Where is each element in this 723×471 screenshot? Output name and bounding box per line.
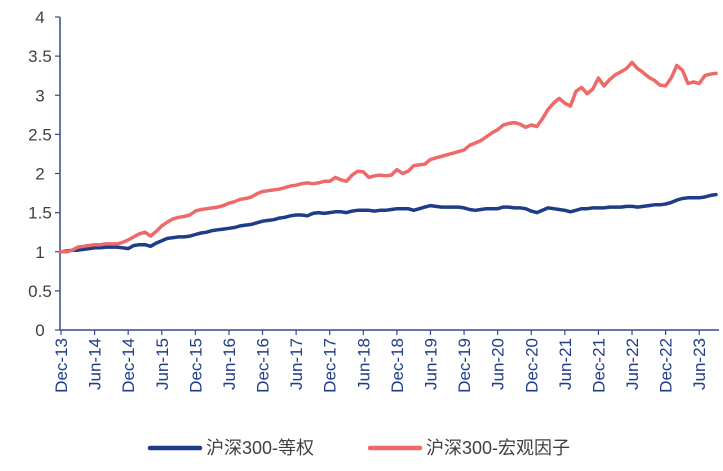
legend-label-macro-factor: 沪深300-宏观因子 [426, 438, 570, 458]
plot-area [59, 60, 718, 254]
x-tick-label: Dec-19 [455, 338, 474, 393]
x-tick-label: Dec-22 [657, 338, 676, 393]
x-tick-label: Jun-18 [354, 338, 373, 390]
x-tick-label: Dec-21 [589, 338, 608, 393]
y-tick-label: 3 [35, 86, 44, 105]
y-tick-label: 0.5 [28, 282, 52, 301]
x-tick-label: Jun-16 [220, 338, 239, 390]
x-tick-label: Dec-18 [388, 338, 407, 393]
x-tick-label: Dec-20 [522, 338, 541, 393]
x-tick-label: Jun-14 [86, 338, 105, 390]
x-tick-label: Dec-13 [52, 338, 71, 393]
x-tick-label: Jun-15 [153, 338, 172, 390]
x-tick-label: Dec-14 [119, 338, 138, 393]
legend-label-equal-weight: 沪深300-等权 [206, 438, 314, 458]
x-tick-label: Jun-21 [556, 338, 575, 390]
x-tick-label: Jun-19 [421, 338, 440, 390]
y-tick-label: 1 [35, 243, 44, 262]
series-line-equal-weight [59, 192, 718, 254]
y-tick-label: 0 [35, 321, 44, 340]
x-tick-label: Jun-17 [287, 338, 306, 390]
x-tick-label: Jun-22 [623, 338, 642, 390]
y-axis: 0 0.5 1 1.5 2 2.5 3 3.5 4 [28, 8, 61, 340]
x-tick-label: Dec-17 [321, 338, 340, 393]
y-tick-label: 3.5 [28, 47, 52, 66]
x-tick-label: Dec-15 [186, 338, 205, 393]
series-line-macro-factor [59, 60, 718, 254]
x-axis: Dec-13 Jun-14 Dec-14 Jun-15 Dec-15 Jun-16 Dec-… [52, 329, 719, 393]
x-tick-label: Jun-20 [489, 338, 508, 390]
legend: 沪深300-等权 沪深300-宏观因子 [147, 438, 570, 458]
y-tick-label: 4 [35, 8, 44, 27]
y-tick-label: 1.5 [28, 204, 52, 223]
x-tick-label: Dec-16 [254, 338, 273, 393]
legend-item-macro-factor: 沪深300-宏观因子 [367, 438, 570, 458]
y-tick-label: 2.5 [28, 125, 52, 144]
x-tick-label: Jun-23 [690, 338, 709, 390]
y-tick-label: 2 [35, 165, 44, 184]
legend-item-equal-weight: 沪深300-等权 [147, 438, 314, 458]
